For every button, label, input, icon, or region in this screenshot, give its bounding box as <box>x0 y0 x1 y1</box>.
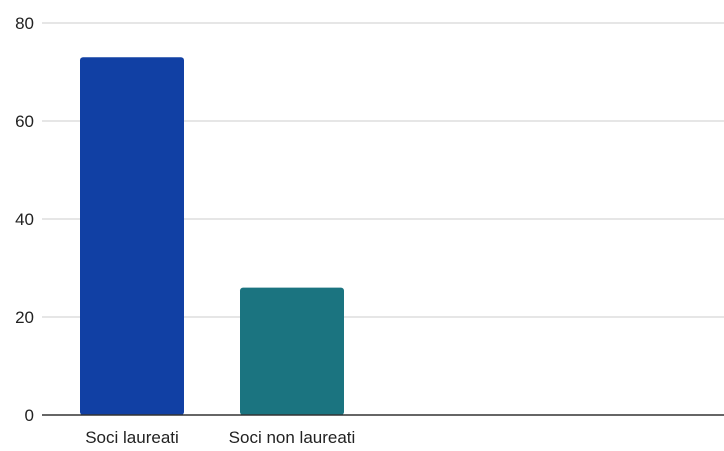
y-tick-label: 80 <box>15 14 34 33</box>
bars <box>80 57 344 416</box>
y-axis-tick-labels: 0 20 40 60 80 <box>15 14 34 425</box>
bar-soci-laureati[interactable] <box>80 57 184 416</box>
y-tick-label: 20 <box>15 308 34 327</box>
x-axis-category-labels: Soci laureati Soci non laureati <box>85 428 356 447</box>
bar-soci-non-laureati[interactable] <box>240 287 344 415</box>
y-tick-label: 40 <box>15 210 34 229</box>
x-category-label: Soci non laureati <box>229 428 356 446</box>
y-tick-label: 60 <box>15 112 34 131</box>
x-category-label: Soci laureati <box>85 428 179 446</box>
y-tick-label: 0 <box>25 406 34 425</box>
